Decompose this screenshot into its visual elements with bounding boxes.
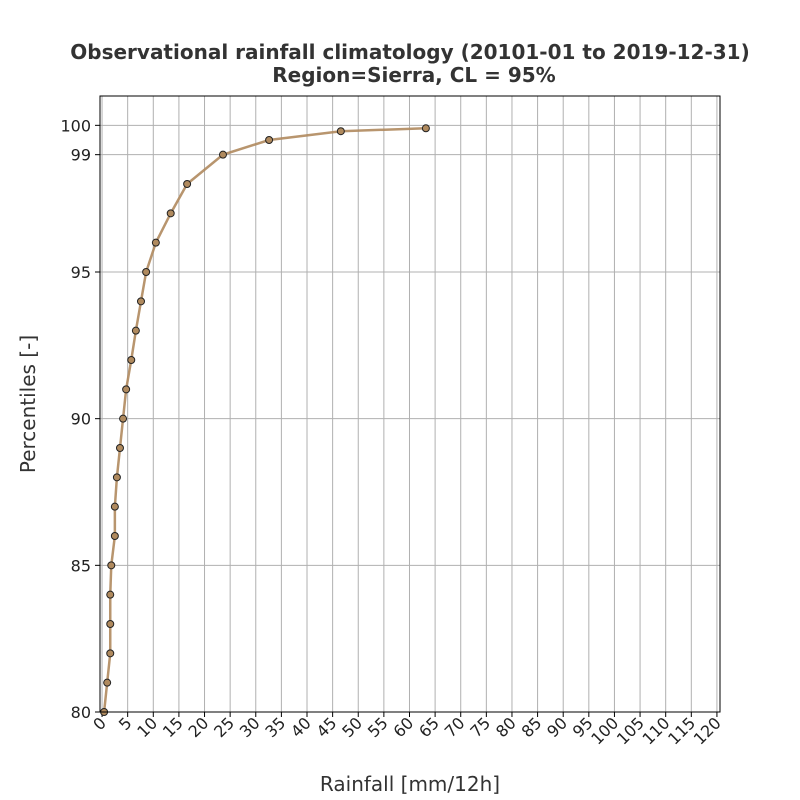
data-point	[110, 502, 119, 511]
x-tick-label: 10	[133, 713, 161, 741]
data-point	[336, 127, 345, 136]
chart-subtitle: Region=Sierra, CL = 95%	[272, 63, 555, 87]
x-tick-label: 85	[518, 713, 546, 741]
data-point	[166, 209, 175, 218]
x-tick-label: 90	[543, 713, 571, 741]
data-point	[106, 620, 115, 628]
series-line	[102, 127, 426, 713]
y-tick-label: 90	[71, 410, 91, 429]
x-tick-label: 20	[185, 713, 213, 741]
y-tick-label: 100	[60, 116, 91, 135]
grid: 0 510152025303540455055606570758085909510…	[60, 96, 725, 748]
data-point	[151, 238, 160, 247]
x-tick-label: 15	[159, 713, 187, 741]
x-axis-label: Rainfall [mm/12h]	[320, 772, 500, 796]
data-point	[136, 297, 145, 306]
x-tick-label: 80	[492, 713, 520, 741]
plot-frame	[99, 95, 721, 713]
x-tick-label: 0	[89, 713, 110, 734]
y-tick-label: 85	[71, 556, 91, 575]
data-point	[119, 414, 128, 423]
x-tick-label: 50	[338, 713, 366, 741]
data-point	[131, 326, 140, 335]
data-point	[106, 649, 115, 658]
x-tick-label: 120	[690, 713, 725, 748]
x-tick-label: 60	[389, 713, 417, 741]
x-tick-label: 55	[364, 713, 392, 741]
chart-title: Observational rainfall climatology (2010…	[70, 40, 749, 64]
data-point	[142, 268, 151, 276]
data-point	[106, 590, 115, 599]
plot	[100, 124, 430, 716]
data-point	[421, 124, 430, 133]
data-point	[103, 678, 112, 687]
data-point	[110, 532, 119, 540]
data-point	[183, 180, 192, 188]
y-tick-label: 80	[71, 703, 91, 722]
data-point	[122, 385, 131, 394]
x-tick-label: 45	[313, 713, 341, 741]
x-tick-label: 65	[415, 713, 443, 741]
x-tick-label: 40	[287, 713, 315, 741]
y-axis-label: Percentiles [-]	[16, 335, 40, 473]
x-tick-label: 25	[210, 713, 238, 741]
data-point	[112, 473, 121, 482]
data-point	[115, 444, 124, 452]
x-tick-label: 70	[441, 713, 469, 741]
data-point	[218, 150, 227, 159]
x-tick-label: 5	[115, 713, 136, 734]
data-point	[127, 356, 136, 364]
data-point	[265, 136, 274, 144]
x-tick-label: 75	[466, 713, 494, 741]
x-tick-label: 30	[236, 713, 264, 741]
data-point	[107, 561, 116, 570]
y-tick-label: 99	[71, 146, 91, 165]
x-tick-label: 35	[261, 713, 289, 741]
y-tick-label: 95	[71, 263, 91, 282]
